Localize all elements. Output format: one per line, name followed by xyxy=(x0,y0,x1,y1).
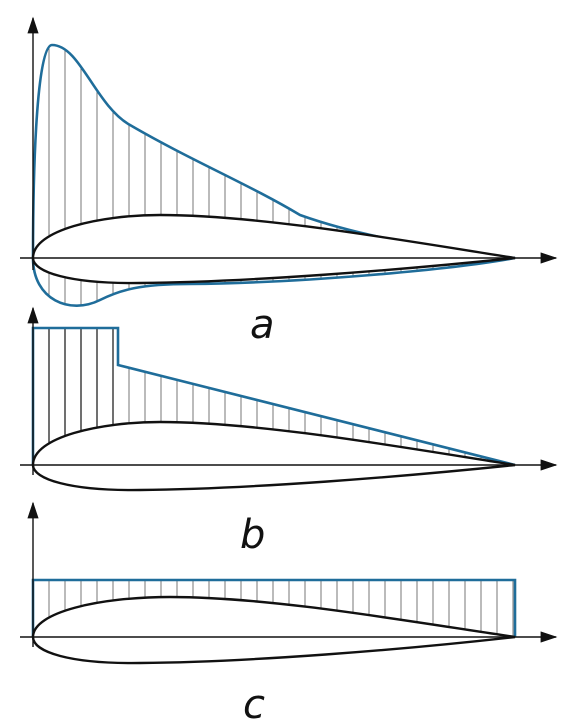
airfoil xyxy=(31,213,516,285)
label: b xyxy=(240,512,265,558)
label: a xyxy=(250,302,275,348)
airfoil xyxy=(31,420,516,492)
label: c xyxy=(243,682,265,727)
airfoil xyxy=(31,595,516,665)
